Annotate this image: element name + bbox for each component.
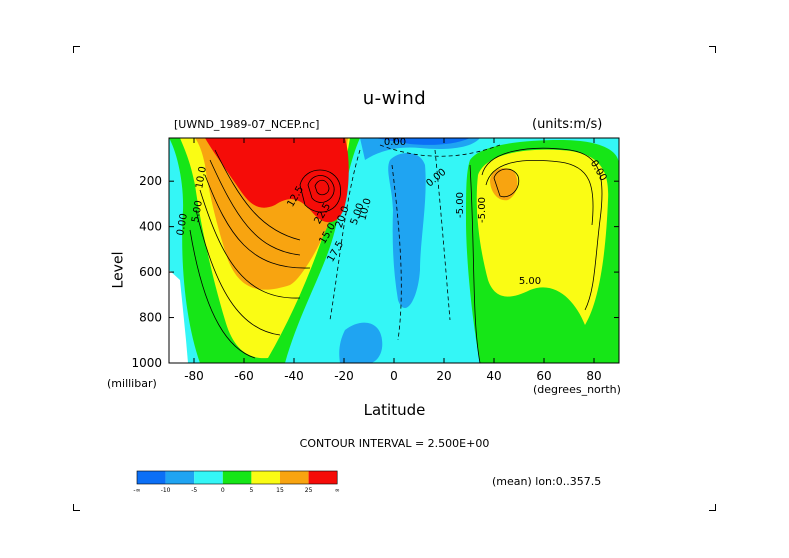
colorbar-swatch: [165, 471, 195, 484]
colorbar-label: ∞: [335, 487, 340, 494]
x-axis-unit: (degrees_north): [533, 383, 621, 396]
colorbar-label: 5: [249, 487, 253, 494]
x-tick-label: -80: [184, 369, 204, 383]
colorbar-swatch: [222, 471, 252, 484]
colorbar-label: 0: [221, 487, 225, 494]
units-label: (units:m/s): [532, 117, 603, 132]
colorbar-label: -10: [161, 487, 171, 494]
x-tick-group: -80 -60 -40 -20 0 20 40 60 80: [184, 138, 602, 383]
corner-mark-bottom-right: [709, 504, 716, 511]
y-axis-unit: (millibar): [107, 377, 157, 390]
colorbar-label: 25: [305, 487, 313, 494]
x-axis-label: Latitude: [363, 401, 426, 419]
x-tick-label: -60: [234, 369, 254, 383]
chart-title: u-wind: [362, 88, 427, 109]
contour-label: 0.00: [384, 137, 406, 148]
contour-interval-label: CONTOUR INTERVAL = 2.500E+00: [299, 437, 490, 450]
contour-label: 10.0: [194, 166, 209, 190]
colorbar: -∞ -10 -5 0 5 15 25 ∞: [133, 470, 340, 494]
x-tick-label: -20: [334, 369, 354, 383]
corner-mark-top-left: [73, 46, 80, 53]
contour-label: 5.00: [519, 276, 541, 287]
negative-contour-lines: [329, 144, 501, 341]
x-tick-label: 20: [436, 369, 451, 383]
corner-mark-top-right: [709, 46, 716, 53]
y-tick-label: 600: [139, 265, 162, 279]
colorbar-swatch: [280, 471, 309, 484]
x-tick-label: 60: [536, 369, 551, 383]
x-tick-label: 80: [586, 369, 601, 383]
contour-label: 0.00: [175, 213, 190, 237]
colorbar-label: 15: [276, 487, 284, 494]
x-tick-label: -40: [284, 369, 304, 383]
colorbar-swatch: [308, 471, 338, 484]
filled-contours: [169, 138, 619, 363]
y-tick-label: 200: [139, 174, 162, 188]
colorbar-swatch: [251, 471, 280, 484]
y-tick-group: 200 400 600 800 1000: [131, 174, 619, 370]
x-tick-label: 40: [486, 369, 501, 383]
contour-label: -5.00: [477, 197, 488, 223]
dataset-label: [UWND_1989-07_NCEP.nc]: [174, 118, 320, 131]
colorbar-label: -∞: [133, 487, 140, 494]
y-tick-label: 400: [139, 220, 162, 234]
corner-mark-bottom-left: [73, 504, 80, 511]
y-tick-label: 800: [139, 311, 162, 325]
colorbar-swatch: [137, 471, 166, 484]
contour-label: -5.00: [455, 192, 466, 218]
y-tick-label: 1000: [131, 356, 162, 370]
x-tick-label: 0: [390, 369, 398, 383]
mean-footnote: (mean) lon:0..357.5: [492, 475, 602, 488]
colorbar-label: -5: [191, 487, 197, 494]
contour-label: 5.00: [190, 200, 205, 224]
colorbar-swatch: [194, 471, 223, 484]
colorbar-frame: [136, 470, 338, 485]
contour-lines: [189, 147, 603, 363]
